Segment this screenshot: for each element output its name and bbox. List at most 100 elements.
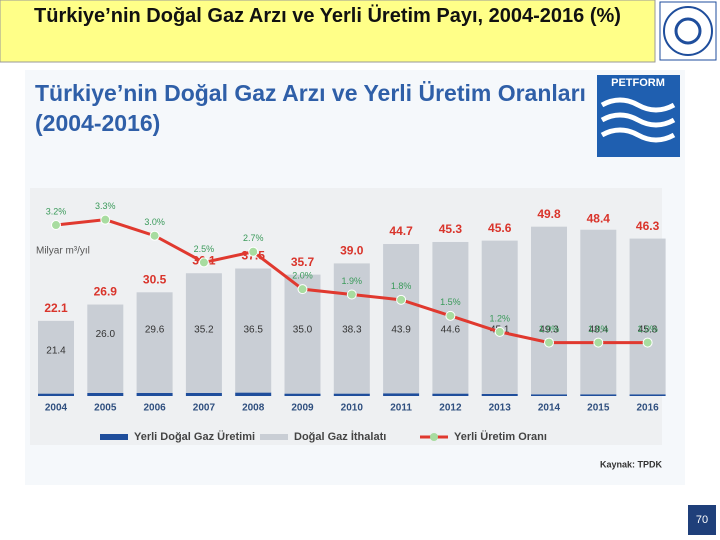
value-label: 29.6 (145, 325, 165, 336)
x-tick-label: 2010 (341, 403, 364, 414)
ratio-label: 2.5% (194, 244, 215, 254)
bar (383, 244, 420, 394)
line-marker (396, 294, 407, 305)
value-label: 48.4 (589, 325, 609, 336)
line-marker (346, 289, 357, 300)
logo-ring (663, 6, 713, 56)
ratio-label: 1.0% (539, 324, 560, 334)
line-marker (642, 337, 653, 348)
bar (235, 268, 272, 393)
logo-core (674, 17, 702, 45)
chart-title-wrap: Türkiye’nin Doğal Gaz Arzı ve Yerli Üret… (35, 80, 586, 136)
line-marker (593, 337, 604, 348)
bar (333, 393, 370, 396)
bar (284, 274, 321, 394)
bar (136, 392, 173, 396)
value-label: 26.0 (96, 329, 116, 340)
value-label: 43.9 (391, 325, 411, 336)
ratio-label: 1.8% (391, 281, 412, 291)
bar (481, 240, 518, 394)
logo-text: PETFORM (611, 77, 665, 89)
total-label: 35.7 (291, 255, 315, 269)
ratio-label: 3.2% (46, 206, 67, 216)
line-marker (494, 326, 505, 337)
bar (38, 393, 74, 396)
x-tick-label: 2012 (439, 403, 462, 414)
x-tick-label: 2006 (143, 403, 166, 414)
bar (87, 304, 124, 393)
value-label: 49.3 (539, 325, 559, 336)
plot: 0.721.422.120040.926.026.920050.929.630.… (38, 201, 666, 443)
chart-title: Türkiye’nin Doğal Gaz Arzı ve Yerli Üret… (35, 80, 586, 136)
bar (235, 392, 272, 396)
bar (284, 393, 321, 396)
bar (333, 263, 370, 394)
bar (531, 226, 567, 395)
x-tick-label: 2011 (390, 403, 412, 414)
ratio-label: 1.0% (588, 324, 609, 334)
legend-swatch (260, 434, 288, 440)
logo-box (659, 1, 717, 61)
total-label: 45.3 (439, 222, 463, 236)
value-label: 35.0 (293, 325, 313, 336)
x-tick-label: 2015 (587, 403, 610, 414)
value-label: 38.3 (342, 325, 362, 336)
ratio-label: 2.7% (243, 233, 264, 243)
line-marker (100, 214, 111, 225)
ratio-label: 1.5% (440, 297, 461, 307)
x-tick-label: 2008 (242, 403, 265, 414)
bar (629, 394, 666, 396)
line-marker (544, 337, 554, 348)
bar (87, 392, 124, 396)
total-label: 48.4 (587, 212, 611, 226)
ratio-label: 1.2% (489, 313, 510, 323)
source: Kaynak: TPDK (600, 459, 663, 469)
page-number: 70 (696, 514, 708, 526)
value-label: 35.2 (194, 325, 214, 336)
line-marker (51, 220, 61, 231)
line-marker (198, 257, 209, 268)
line-marker (248, 246, 259, 257)
x-tick-label: 2004 (45, 403, 68, 414)
legend-marker (430, 433, 438, 441)
total-label: 30.5 (143, 272, 167, 286)
value-label: 21.4 (46, 346, 66, 357)
value-label: 44.6 (441, 325, 461, 336)
x-tick-label: 2016 (636, 403, 659, 414)
bar (629, 238, 666, 395)
x-tick-label: 2005 (94, 403, 117, 414)
legend-swatch (100, 434, 128, 440)
bar (185, 273, 222, 393)
page-number-box (688, 505, 716, 535)
ratio-label: 1.9% (342, 276, 363, 286)
unit-label: Milyar m³/yıl (36, 246, 90, 257)
bar (432, 393, 469, 396)
line-marker (297, 284, 308, 295)
bar (185, 392, 222, 396)
total-label: 46.3 (636, 219, 660, 233)
legend-label: Doğal Gaz İthalatı (294, 430, 386, 443)
total-label: 44.7 (389, 224, 413, 238)
bar (136, 292, 173, 393)
total-label: 45.6 (488, 221, 512, 235)
total-label: 22.1 (44, 301, 68, 315)
logo-waves (600, 97, 676, 143)
bar (580, 229, 617, 395)
total-label: 49.8 (537, 207, 561, 221)
bar (383, 393, 420, 396)
total-label: 26.9 (94, 285, 118, 299)
title-box (0, 0, 656, 63)
x-tick-label: 2009 (291, 403, 314, 414)
x-tick-label: 2013 (489, 403, 512, 414)
bar (531, 394, 567, 396)
bar (481, 393, 518, 396)
value-label: 36.5 (243, 325, 263, 336)
x-tick-label: 2007 (193, 403, 216, 414)
ratio-label: 3.3% (95, 201, 116, 211)
slide-title: Türkiye’nin Doğal Gaz Arzı ve Yerli Üret… (34, 5, 621, 27)
total-label: 39.0 (340, 244, 364, 258)
bar (580, 394, 617, 396)
line-marker (445, 310, 456, 321)
